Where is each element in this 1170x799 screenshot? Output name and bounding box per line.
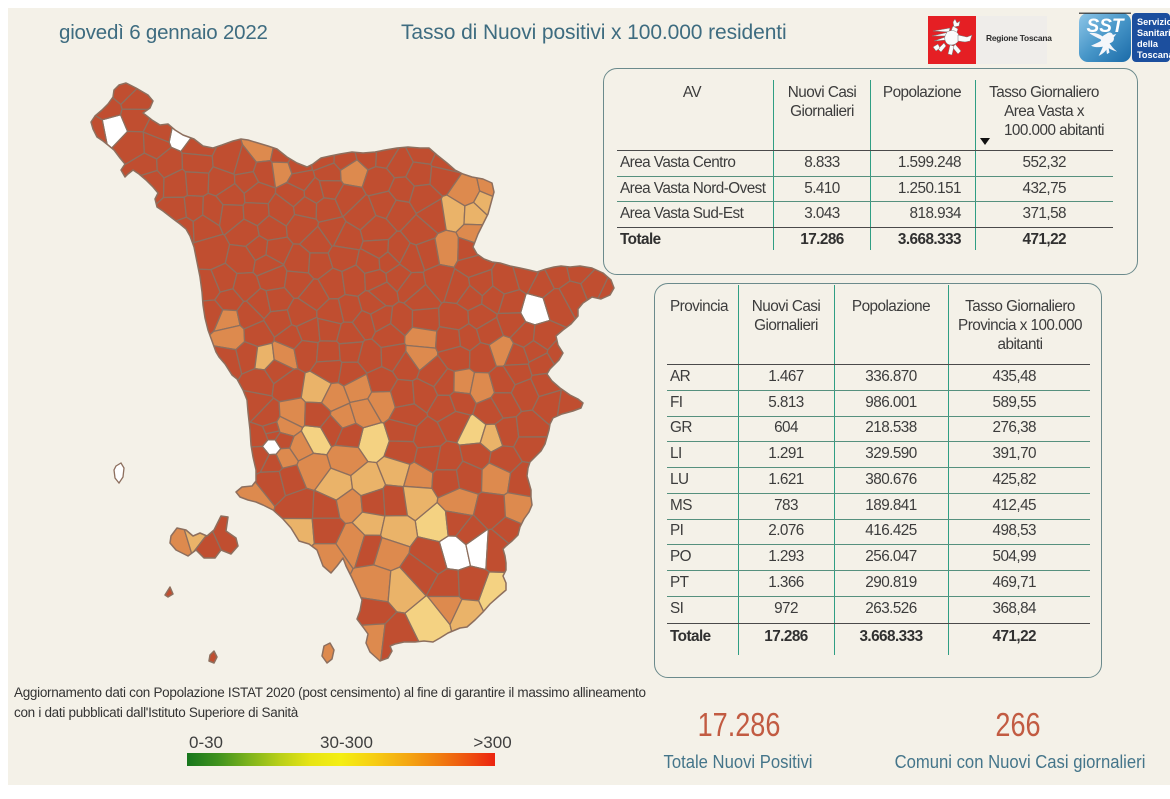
svg-text:SST: SST	[1087, 16, 1125, 37]
svg-text:Servizio: Servizio	[1137, 17, 1170, 27]
svg-text:Sanitari: Sanitari	[1137, 28, 1170, 38]
svg-text:Toscana: Toscana	[1137, 50, 1170, 60]
svg-text:della: della	[1137, 39, 1159, 49]
